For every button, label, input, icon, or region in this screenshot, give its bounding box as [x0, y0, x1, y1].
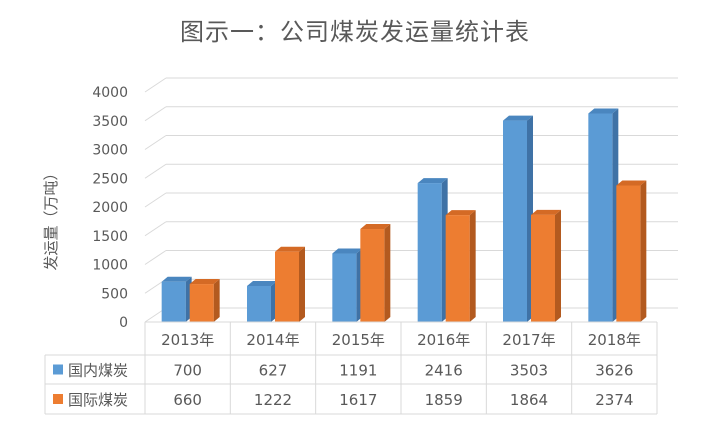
- bar: [417, 183, 442, 322]
- y-tick-label: 4000: [92, 85, 128, 101]
- data-table-value: 700: [173, 362, 202, 380]
- bar-top: [531, 209, 561, 215]
- bar-top: [616, 180, 647, 186]
- legend-swatch: [53, 364, 63, 375]
- bar-side: [299, 246, 305, 322]
- bar: [189, 284, 214, 322]
- data-table-value: 1617: [339, 391, 377, 409]
- bar-side: [640, 180, 647, 322]
- bar-layer: [161, 108, 647, 322]
- y-tick-label: 3000: [92, 143, 128, 159]
- x-tick-label: 2018年: [588, 331, 641, 349]
- x-tick-label: 2014年: [246, 331, 299, 349]
- data-table-value: 1222: [254, 391, 292, 409]
- bar-top: [247, 280, 277, 286]
- bar-国内煤炭-2016年: [417, 178, 448, 322]
- gridline-connector: [144, 250, 167, 265]
- y-tick-label: 1000: [92, 258, 128, 274]
- bar: [531, 214, 555, 322]
- bar: [247, 285, 271, 322]
- data-table-value: 1191: [339, 362, 377, 380]
- bar: [445, 215, 470, 322]
- data-table-value: 1864: [510, 391, 548, 409]
- x-tick-label: 2013年: [161, 331, 214, 349]
- y-tick-label: 3500: [92, 114, 128, 130]
- bar: [275, 251, 299, 322]
- y-tick-label: 0: [119, 315, 128, 331]
- bar-side: [555, 209, 561, 322]
- gridline-connector: [144, 163, 167, 179]
- bar-国内煤炭-2018年: [588, 108, 619, 322]
- bar: [161, 281, 186, 322]
- bar-top: [189, 279, 220, 285]
- bar-side: [213, 279, 220, 322]
- bar: [360, 229, 385, 322]
- bar: [332, 253, 357, 322]
- bar-top: [161, 276, 192, 282]
- data-table-value: 2416: [425, 362, 463, 380]
- bar-top: [588, 108, 619, 114]
- bar-国际煤炭-2014年: [275, 246, 305, 322]
- bar-top: [445, 210, 476, 216]
- y-tick-labels: 0 500 1000 1500 2000 2500 3000 3500 4000: [92, 85, 128, 331]
- bar: [503, 120, 527, 322]
- y-tick-label: 500: [101, 286, 128, 302]
- data-table-value: 1859: [425, 391, 463, 409]
- chart-title: 图示一：公司煤炭发运量统计表: [180, 18, 530, 46]
- bar-top: [275, 246, 305, 252]
- data-table-value: 660: [173, 391, 202, 409]
- bar-国际煤炭-2013年: [189, 279, 220, 322]
- x-tick-label: 2015年: [332, 331, 385, 349]
- bar: [588, 113, 613, 322]
- data-table-value: 627: [259, 362, 288, 380]
- bar-国际煤炭-2018年: [616, 180, 647, 322]
- bar-top: [417, 178, 448, 184]
- gridline-connector: [144, 106, 167, 122]
- bar-国内煤炭-2017年: [503, 115, 533, 322]
- legend-label: 国际煤炭: [68, 391, 128, 409]
- bar-top: [503, 115, 533, 121]
- bar-top: [360, 224, 391, 230]
- y-tick-label: 2500: [92, 171, 128, 187]
- bar-国际煤炭-2016年: [445, 210, 476, 322]
- bar: [616, 185, 641, 322]
- gridline-connector: [144, 192, 167, 208]
- y-tick-label: 1500: [92, 229, 128, 245]
- gridline-connector: [144, 221, 167, 237]
- bar-side: [384, 224, 391, 322]
- data-table-value: 2374: [595, 391, 633, 409]
- gridline-connector: [144, 135, 167, 150]
- x-tick-label: 2016年: [417, 331, 470, 349]
- data-table-value: 3503: [510, 362, 548, 380]
- data-table-value: 3626: [595, 362, 633, 380]
- y-axis-label: 发运量（万吨）: [42, 165, 60, 270]
- legend-swatch: [53, 394, 63, 404]
- bar-国内煤炭-2014年: [247, 280, 277, 322]
- y-tick-label: 2000: [92, 200, 128, 216]
- bar-国内煤炭-2015年: [332, 248, 363, 322]
- x-tick-label: 2017年: [502, 331, 555, 349]
- legend-label: 国内煤炭: [68, 362, 128, 380]
- bar-国内煤炭-2013年: [161, 276, 192, 322]
- bar-国际煤炭-2015年: [360, 224, 391, 322]
- bar-top: [332, 248, 363, 254]
- bar-side: [469, 210, 476, 322]
- gridline-connector: [144, 77, 167, 93]
- bar-国际煤炭-2017年: [531, 209, 561, 322]
